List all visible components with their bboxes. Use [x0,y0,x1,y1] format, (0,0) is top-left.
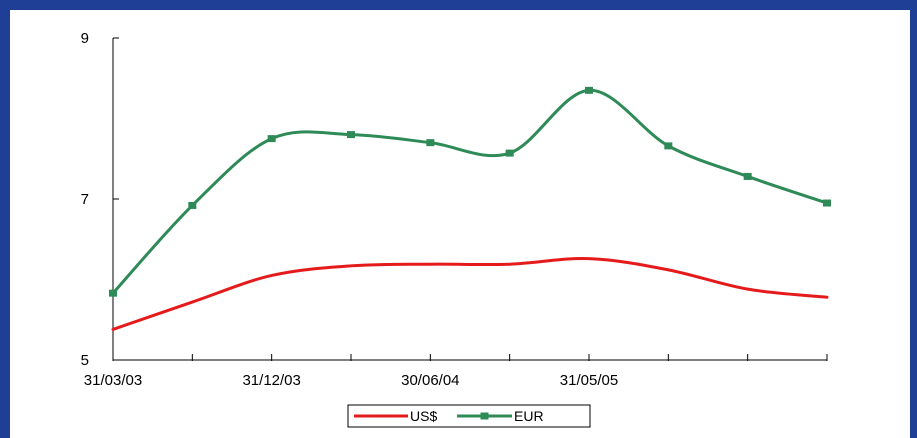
legend-label-usd: US$ [410,408,437,424]
legend-label-eur: EUR [514,408,544,424]
x-tick-label: 31/03/03 [84,372,142,389]
data-point-eur [188,201,197,209]
data-point-eur [505,149,514,157]
y-tick-label: 5 [81,352,89,369]
plot-area: 5 7 9 31/03/03 31/12/03 30/06/04 31/05/05 US$ E… [10,10,910,438]
y-tick-label: 7 [81,191,89,208]
data-point-eur [743,172,752,180]
data-point-eur [585,86,593,94]
x-tick-label: 30/06/04 [401,372,459,389]
y-tick-label: 9 [81,30,89,47]
data-point-eur [426,139,435,147]
data-point-eur [823,199,831,207]
x-tick-label: 31/12/03 [242,372,300,389]
data-point-eur [267,135,276,143]
series-line-usd [111,256,829,331]
data-point-eur [109,289,117,297]
data-point-eur [664,142,673,150]
data-point-eur [347,131,355,139]
legend: US$ EUR [347,404,591,428]
series-line-eur [111,88,829,295]
line-chart: 5 7 9 31/03/03 31/12/03 30/06/04 31/05/05 US$ E… [81,30,831,428]
axes: 5 7 9 31/03/03 31/12/03 30/06/04 31/05/05 [81,30,828,389]
series-layer [109,86,831,331]
legend-marker-eur [480,412,489,420]
x-tick-label: 31/05/05 [560,372,618,389]
